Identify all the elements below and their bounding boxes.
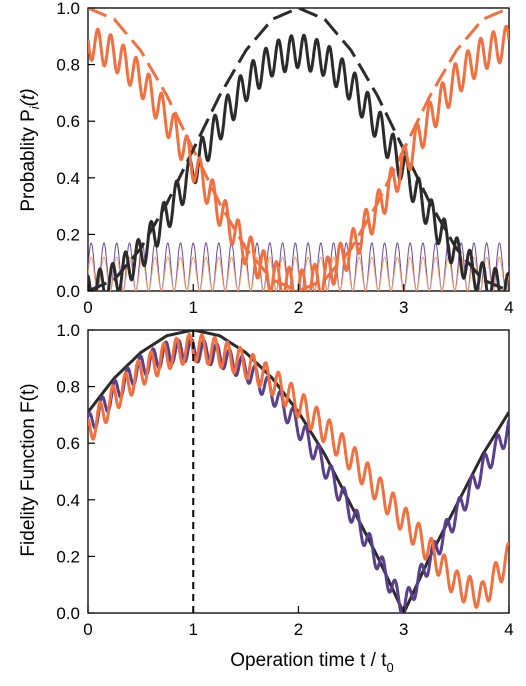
top-plot-frame xyxy=(87,7,510,292)
top-x-tick-label: 0 xyxy=(83,298,92,317)
top-series-group xyxy=(88,8,509,291)
bottom-xlabel-sub: 0 xyxy=(387,660,394,675)
top-x-tick-label: 2 xyxy=(294,298,303,317)
top-y-tick-label: 0.2 xyxy=(56,225,80,244)
bottom-y-tick-label: 1.0 xyxy=(56,321,80,340)
bottom-y-tick-label: 0.4 xyxy=(56,491,80,510)
bottom-xlabel: Operation time t / t0 xyxy=(230,650,394,675)
top-series-2-line xyxy=(88,33,509,291)
top-panel: 0 1 2 3 4 0.0 0.2 0.4 0.6 0.8 1.0 Probablity Pi(t) xyxy=(18,0,514,317)
bottom-x-tick-label: 2 xyxy=(294,620,303,639)
bottom-y-tick-label: 0.2 xyxy=(56,547,80,566)
bottom-x-tick-label: 1 xyxy=(189,620,198,639)
top-ylabel-text: Probablity P xyxy=(18,109,39,211)
bottom-y-tick-label: 0.6 xyxy=(56,434,80,453)
bottom-axis-ticks: 0 1 2 3 4 0.0 0.2 0.4 0.6 0.8 1.0 xyxy=(56,321,513,639)
top-ylabel-arg: (t) xyxy=(18,88,39,106)
top-x-tick-label: 1 xyxy=(189,298,198,317)
top-y-tick-label: 0.8 xyxy=(56,56,80,75)
top-x-tick-label: 4 xyxy=(504,298,513,317)
bottom-ylabel: Fidelity Function F(t) xyxy=(18,383,39,556)
bottom-series-2-line xyxy=(88,332,509,609)
top-series-0-line xyxy=(88,8,509,291)
bottom-x-tick-label: 4 xyxy=(504,620,513,639)
bottom-x-tick-label: 3 xyxy=(399,620,408,639)
bottom-y-tick-label: 0.8 xyxy=(56,378,80,397)
bottom-y-tick-label: 0.0 xyxy=(56,604,80,623)
top-series-4-line xyxy=(88,242,509,291)
bottom-series-1-line xyxy=(88,337,509,613)
top-y-tick-label: 1.0 xyxy=(56,0,80,18)
bottom-xlabel-text: Operation time t / t xyxy=(230,650,387,671)
top-y-tick-label: 0.0 xyxy=(56,282,80,301)
top-series-5-line xyxy=(88,256,509,291)
top-y-tick-label: 0.6 xyxy=(56,112,80,131)
bottom-x-tick-label: 0 xyxy=(83,620,92,639)
bottom-panel: 0 1 2 3 4 0.0 0.2 0.4 0.6 0.8 1.0 Fidelity Functio… xyxy=(18,321,514,675)
top-ylabel: Probablity Pi(t) xyxy=(18,88,42,211)
top-series-1-line xyxy=(88,8,509,291)
bottom-series-group xyxy=(88,330,509,613)
top-ylabel-sub: i xyxy=(27,105,42,109)
top-x-tick-label: 3 xyxy=(399,298,408,317)
top-y-tick-label: 0.4 xyxy=(56,169,80,188)
top-axis-ticks: 0 1 2 3 4 0.0 0.2 0.4 0.6 0.8 1.0 xyxy=(56,0,513,317)
